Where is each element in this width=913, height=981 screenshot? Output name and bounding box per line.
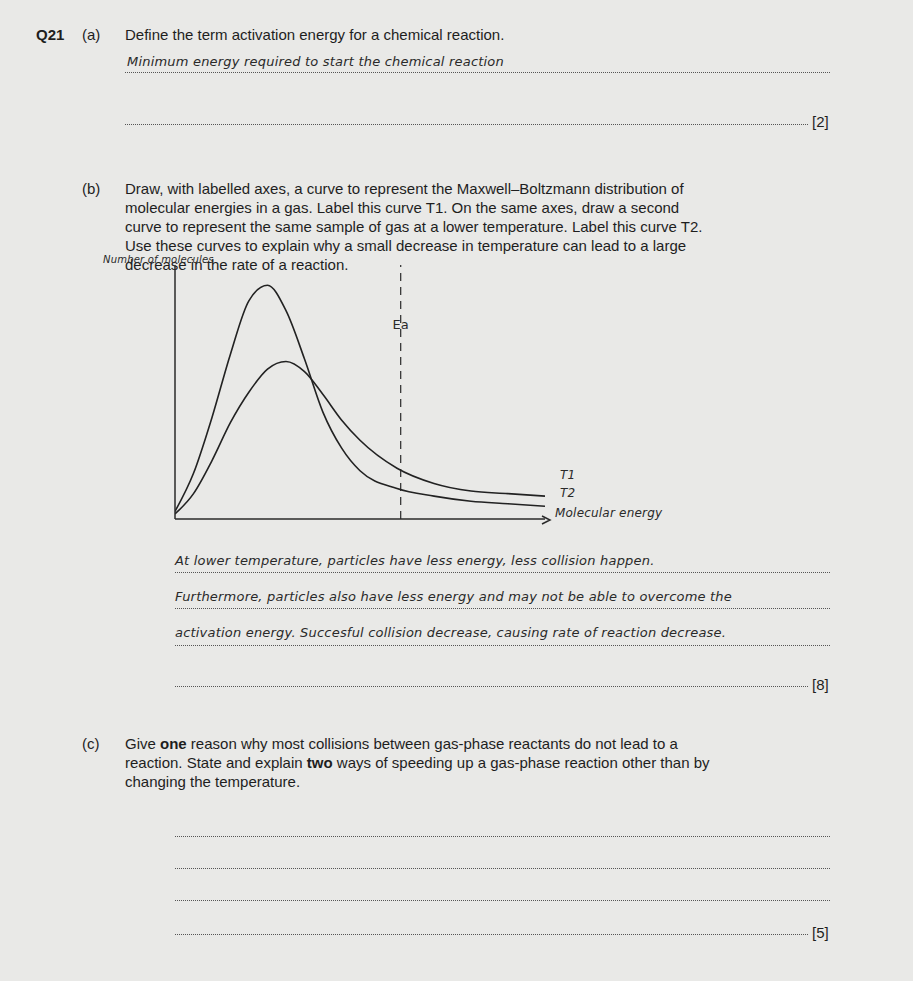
html-text:curve to represent the same sa: curve to represent the same sample of ga… [125, 218, 703, 235]
html-text:Minimum energy required to sta: Minimum energy required to start the che… [127, 54, 504, 69]
html-text:(a): (a) [82, 26, 101, 43]
html-text:changing the temperature.: changing the temperature. [125, 773, 301, 790]
html-text:(b): (b) [82, 180, 101, 197]
html-text:Q21: Q21 [36, 26, 65, 43]
html-text:T2: T2 [560, 486, 576, 500]
html-text:activation energy. Succesful c: activation energy. Succesful collision d… [175, 625, 727, 640]
html-text:molecular energies in a gas. L: molecular energies in a gas. Label this … [125, 199, 680, 216]
html-text:T1: T1 [560, 468, 576, 482]
html-text:Molecular energy: Molecular energy [555, 506, 663, 520]
html-text:reaction. State and explain tw: reaction. State and explain two ways of … [125, 754, 710, 771]
html-text:Furthermore, particles also ha: Furthermore, particles also have less en… [175, 589, 732, 604]
html-text:Draw, with labelled axes, a cu: Draw, with labelled axes, a curve to rep… [125, 180, 684, 197]
html-text:decrease in the rate of a reac: decrease in the rate of a reaction. [125, 256, 349, 273]
svg-text:Ea: Ea [393, 317, 409, 332]
html-text:[2]: [2] [812, 113, 829, 130]
html-text:Use these curves to explain wh: Use these curves to explain why a small … [125, 237, 687, 254]
html-text:(c): (c) [82, 735, 100, 752]
html-text:Number of molecules: Number of molecules [103, 254, 214, 265]
html-text:[5]: [5] [812, 924, 829, 941]
html-text:[8]: [8] [812, 676, 829, 693]
html-text:At lower temperature, particle: At lower temperature, particles have les… [175, 553, 655, 568]
html-text:Define the term activation ene: Define the term activation energy for a … [125, 26, 505, 43]
html-text:Give one reason why most colli: Give one reason why most collisions betw… [125, 735, 678, 752]
